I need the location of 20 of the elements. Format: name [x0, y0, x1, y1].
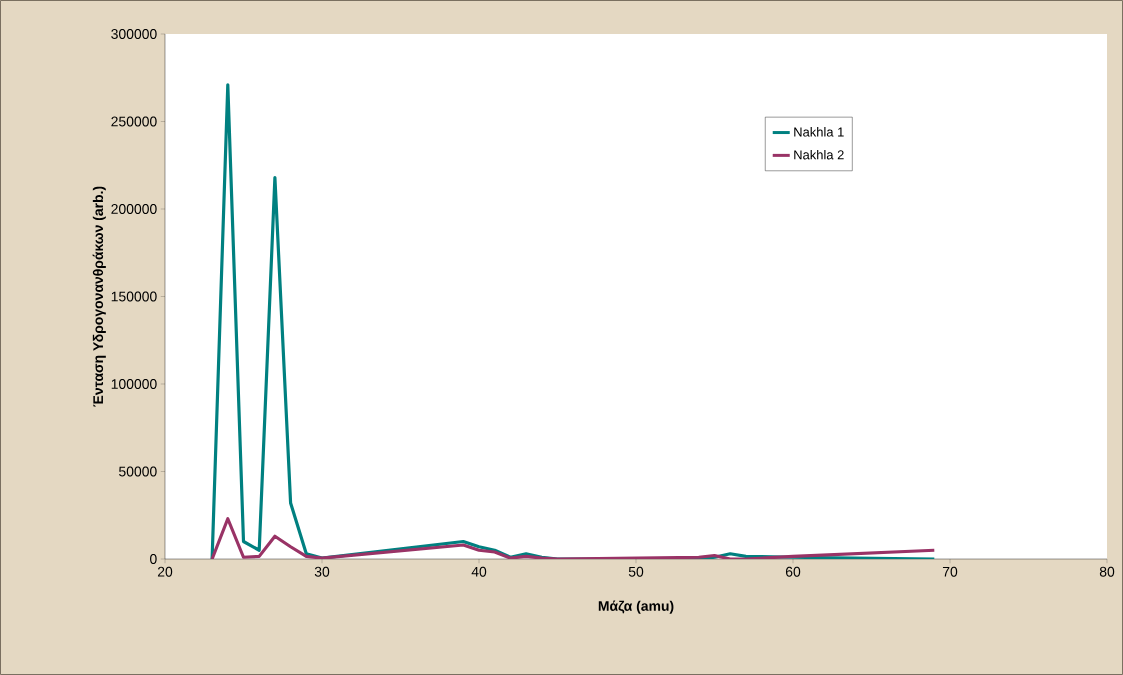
x-tick-label: 60	[785, 566, 801, 577]
x-axis-title: Μάζα (amu)	[598, 600, 674, 614]
y-tick-label: 200000	[111, 204, 157, 214]
y-tick-label: 100000	[111, 379, 157, 389]
y-tick-label: 0	[150, 554, 157, 564]
y-tick-label: 300000	[111, 29, 157, 39]
x-tick-label: 20	[157, 566, 173, 577]
line-series	[210, 83, 936, 559]
x-tick-label: 40	[471, 566, 487, 577]
x-tick-label: 80	[1099, 566, 1115, 577]
x-tick-label: 50	[628, 566, 644, 577]
legend-label: Nakhla 1	[794, 127, 844, 137]
y-axis-title: Ένταση Υδρογονανθράκων (arb.)	[92, 186, 106, 407]
x-tick-label: 70	[942, 566, 958, 577]
legend-label: Nakhla 2	[794, 149, 844, 160]
y-tick-label: 150000	[111, 291, 157, 302]
line-series	[210, 517, 936, 559]
y-tick-label: 50000	[119, 466, 157, 477]
x-tick-label: 30	[314, 566, 330, 577]
y-tick-label: 250000	[111, 116, 157, 127]
